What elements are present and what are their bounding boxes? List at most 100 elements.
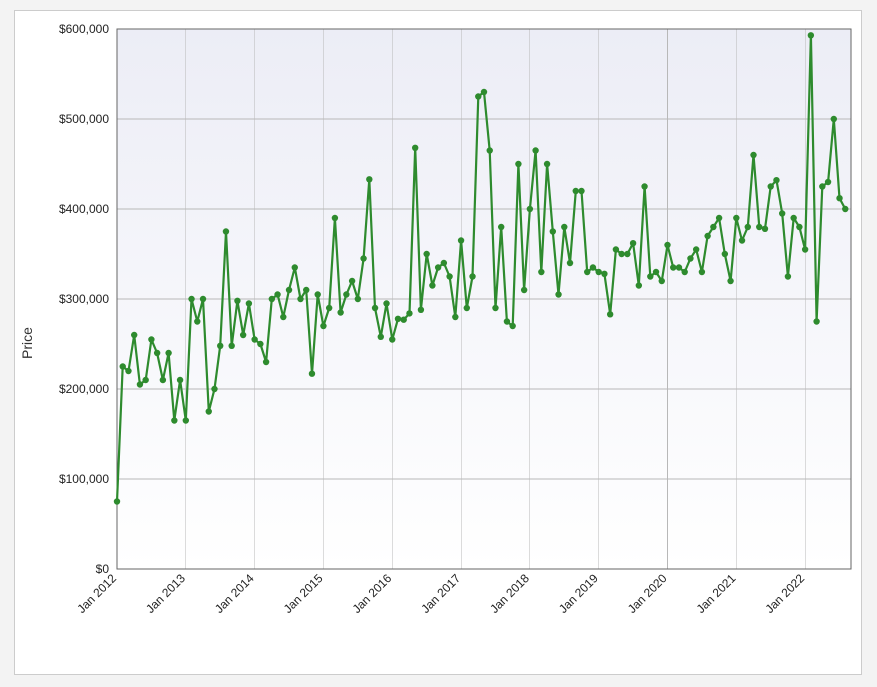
data-point — [475, 93, 481, 99]
x-tick-label: Jan 2017 — [418, 571, 463, 616]
data-point — [699, 269, 705, 275]
data-point — [378, 334, 384, 340]
data-point — [469, 273, 475, 279]
data-point — [607, 311, 613, 317]
data-point — [200, 296, 206, 302]
data-point — [813, 318, 819, 324]
data-point — [423, 251, 429, 257]
data-point — [779, 210, 785, 216]
data-point — [550, 228, 556, 234]
data-point — [286, 287, 292, 293]
data-point — [584, 269, 590, 275]
data-point — [682, 269, 688, 275]
data-point — [412, 145, 418, 151]
data-point — [280, 314, 286, 320]
y-tick-label: $400,000 — [59, 202, 109, 216]
data-point — [785, 273, 791, 279]
data-point — [504, 318, 510, 324]
data-point — [819, 183, 825, 189]
data-point — [722, 251, 728, 257]
data-point — [263, 359, 269, 365]
data-point — [435, 264, 441, 270]
data-point — [618, 251, 624, 257]
data-point — [613, 246, 619, 252]
data-point — [292, 264, 298, 270]
data-point — [704, 233, 710, 239]
data-point — [739, 237, 745, 243]
data-point — [487, 147, 493, 153]
data-point — [114, 498, 120, 504]
data-point — [659, 278, 665, 284]
data-point — [578, 188, 584, 194]
data-point — [183, 417, 189, 423]
data-point — [498, 224, 504, 230]
data-point — [710, 224, 716, 230]
x-tick-label: Jan 2022 — [762, 571, 807, 616]
data-point — [234, 298, 240, 304]
data-point — [481, 89, 487, 95]
data-point — [246, 300, 252, 306]
data-point — [750, 152, 756, 158]
data-point — [441, 260, 447, 266]
data-point — [165, 350, 171, 356]
x-axis-ticks: Jan 2012Jan 2013Jan 2014Jan 2015Jan 2016… — [74, 571, 807, 616]
data-point — [567, 260, 573, 266]
data-point — [727, 278, 733, 284]
data-point — [389, 336, 395, 342]
data-point — [120, 363, 126, 369]
data-point — [464, 305, 470, 311]
data-point — [676, 264, 682, 270]
y-axis-label: Price — [19, 327, 35, 359]
data-point — [211, 386, 217, 392]
data-point — [274, 291, 280, 297]
x-tick-label: Jan 2015 — [281, 571, 326, 616]
x-tick-label: Jan 2013 — [143, 571, 188, 616]
data-point — [269, 296, 275, 302]
data-point — [773, 177, 779, 183]
data-point — [355, 296, 361, 302]
data-point — [716, 215, 722, 221]
data-point — [802, 246, 808, 252]
data-point — [595, 269, 601, 275]
chart-frame: Price $0$100,000$200,000$300,000$400,000… — [14, 10, 862, 675]
data-point — [418, 307, 424, 313]
x-tick-label: Jan 2012 — [74, 571, 119, 616]
data-point — [745, 224, 751, 230]
data-point — [538, 269, 544, 275]
data-point — [790, 215, 796, 221]
price-line-chart: $0$100,000$200,000$300,000$400,000$500,0… — [15, 11, 863, 674]
data-point — [509, 323, 515, 329]
data-point — [808, 32, 814, 38]
data-point — [756, 224, 762, 230]
y-tick-label: $200,000 — [59, 382, 109, 396]
data-point — [228, 343, 234, 349]
data-point — [653, 269, 659, 275]
data-point — [343, 291, 349, 297]
data-point — [452, 314, 458, 320]
y-tick-label: $100,000 — [59, 472, 109, 486]
data-point — [647, 273, 653, 279]
data-point — [768, 183, 774, 189]
data-point — [401, 317, 407, 323]
data-point — [670, 264, 676, 270]
data-point — [337, 309, 343, 315]
data-point — [636, 282, 642, 288]
data-point — [326, 305, 332, 311]
data-point — [309, 371, 315, 377]
x-tick-label: Jan 2020 — [625, 571, 670, 616]
data-point — [458, 237, 464, 243]
data-point — [641, 183, 647, 189]
data-point — [148, 336, 154, 342]
y-axis-ticks: $0$100,000$200,000$300,000$400,000$500,0… — [59, 22, 109, 576]
data-point — [446, 273, 452, 279]
data-point — [492, 305, 498, 311]
data-point — [527, 206, 533, 212]
data-point — [360, 255, 366, 261]
x-tick-label: Jan 2014 — [212, 571, 257, 616]
data-point — [315, 291, 321, 297]
data-point — [544, 161, 550, 167]
data-point — [429, 282, 435, 288]
data-point — [366, 176, 372, 182]
data-point — [825, 179, 831, 185]
data-point — [372, 305, 378, 311]
